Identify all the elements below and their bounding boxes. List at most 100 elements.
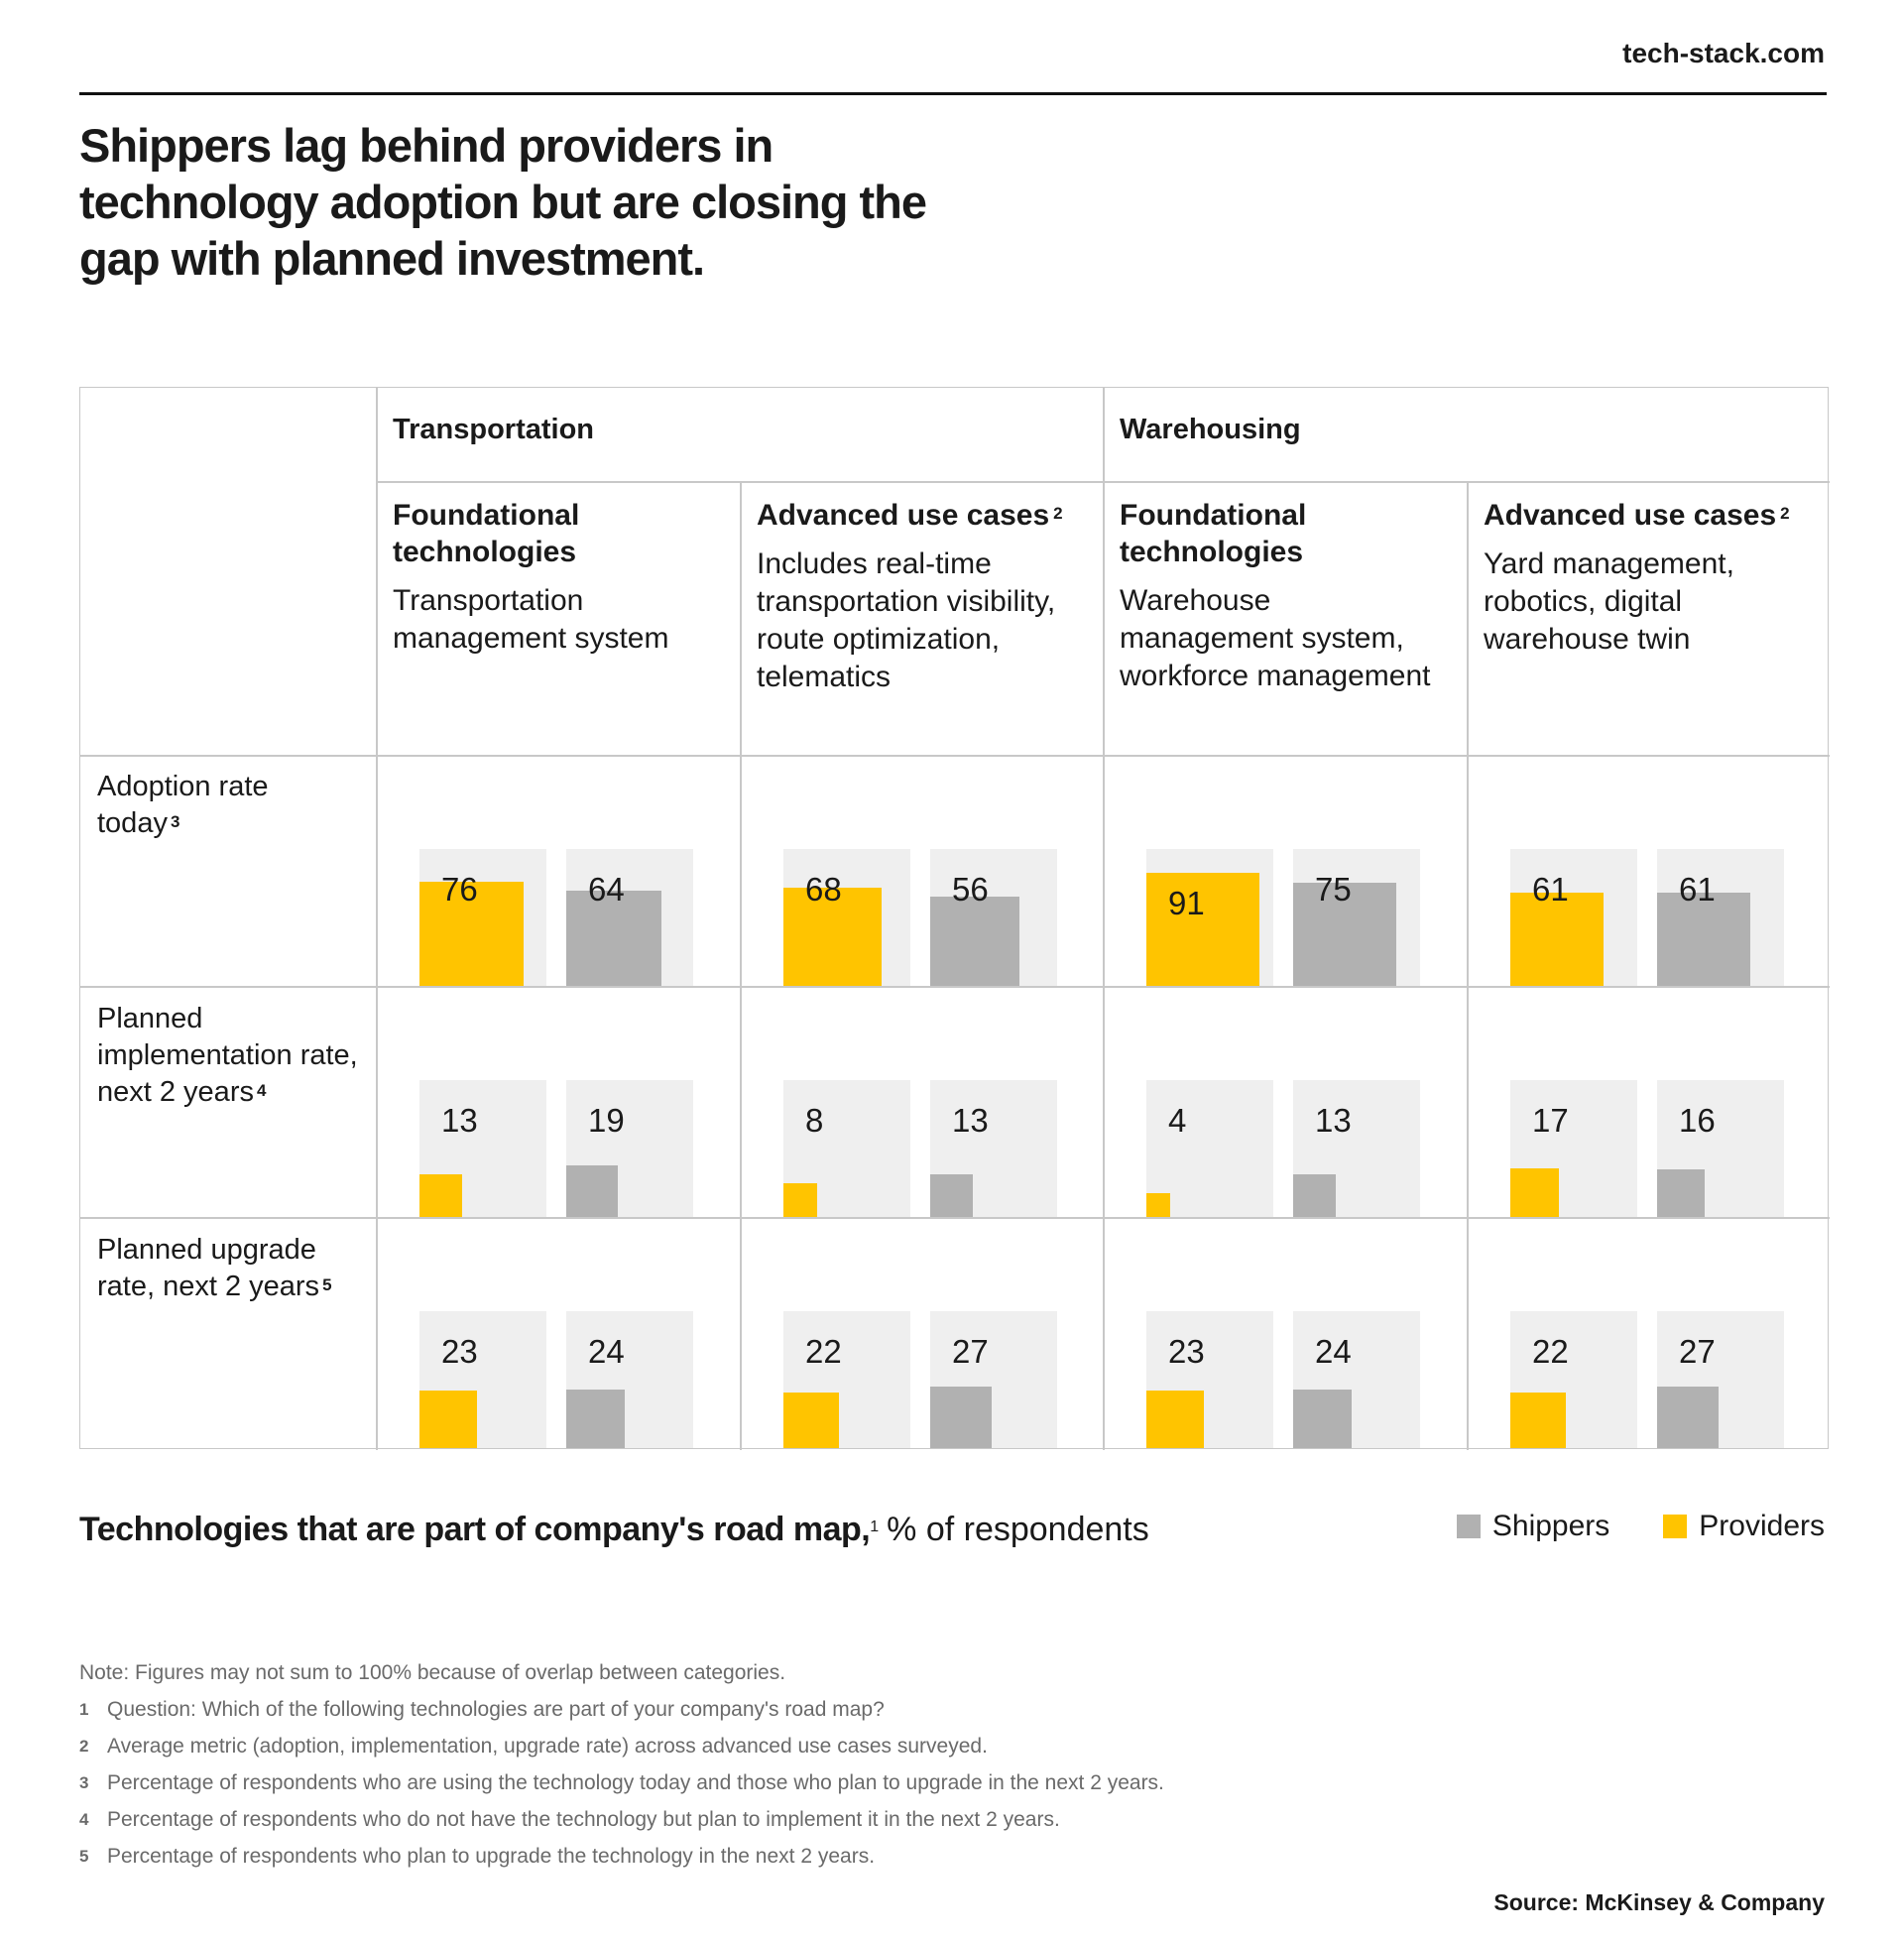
shippers-2-1-value-label: 27 — [952, 1333, 989, 1370]
providers-1-1-value-label: 8 — [805, 1102, 824, 1139]
shippers-2-3-bar — [1657, 1386, 1720, 1448]
providers-0-1-bar — [783, 888, 882, 986]
notes: Note: Figures may not sum to 100% becaus… — [79, 1654, 1567, 1875]
shippers-2-3-track: 27 — [1657, 1311, 1784, 1448]
providers-1-1-bar — [783, 1183, 817, 1217]
shippers-1-3-track: 16 — [1657, 1080, 1784, 1217]
column-description: Transportation management system — [393, 584, 669, 655]
shippers-2-1-bar — [930, 1386, 993, 1448]
column-description: Warehouse management system, workforce m… — [1120, 584, 1431, 692]
column-title: Foundational technologies — [1120, 499, 1307, 568]
providers-2-0-track: 23 — [419, 1311, 546, 1448]
grid-line — [80, 1217, 1830, 1219]
grid-line — [740, 483, 742, 1450]
providers-2-2-track: 23 — [1146, 1311, 1273, 1448]
shippers-0-2-track: 75 — [1293, 849, 1420, 986]
shippers-0-3-value-label: 61 — [1679, 871, 1716, 908]
headline: Shippers lag behind providers in technol… — [79, 119, 927, 285]
legend-swatch-providers — [1663, 1515, 1688, 1538]
providers-2-1-value-label: 22 — [805, 1333, 842, 1370]
shippers-0-0-bar — [566, 891, 661, 986]
sector-transportation: Transportation — [393, 414, 595, 445]
providers-1-0-track: 13 — [419, 1080, 546, 1217]
providers-1-2-value-label: 4 — [1168, 1102, 1187, 1139]
top-divider — [79, 92, 1827, 95]
providers-2-0-value-label: 23 — [441, 1333, 478, 1370]
shippers-0-0-track: 64 — [566, 849, 693, 986]
footnote: 2 Average metric (adoption, implementatio… — [79, 1735, 988, 1758]
shippers-1-2-bar — [1293, 1173, 1337, 1217]
providers-0-0-bar — [419, 882, 524, 986]
shippers-2-3-value-label: 27 — [1679, 1333, 1716, 1370]
providers-0-3-bar — [1510, 893, 1604, 986]
grid-line — [1103, 388, 1105, 1450]
providers-2-1-bar — [783, 1392, 840, 1448]
shippers-2-1-track: 27 — [930, 1311, 1057, 1448]
shippers-1-0-track: 19 — [566, 1080, 693, 1217]
row-label-adoption: Adoption rate today 3 — [97, 771, 269, 839]
shippers-1-1-value-label: 13 — [952, 1102, 989, 1139]
legend-swatch-shippers — [1456, 1515, 1481, 1538]
providers-0-1-value-label: 68 — [805, 871, 842, 908]
shippers-1-1-track: 13 — [930, 1080, 1057, 1217]
shippers-1-3-value-label: 16 — [1679, 1102, 1716, 1139]
footnote-marker: 2 — [1780, 504, 1790, 523]
shippers-1-0-bar — [566, 1164, 619, 1217]
shippers-0-3-bar — [1657, 893, 1750, 986]
column-description: Yard management, robotics, digital wareh… — [1484, 547, 1734, 656]
providers-1-0-bar — [419, 1173, 463, 1217]
column-header-transport-advanced: Advanced use cases 2 Includes real-time t… — [757, 497, 1084, 696]
providers-2-1-track: 22 — [783, 1311, 910, 1448]
providers-0-2-value-label: 91 — [1168, 884, 1205, 921]
providers-2-3-track: 22 — [1510, 1311, 1637, 1448]
providers-1-2-track: 4 — [1146, 1080, 1273, 1217]
footnote-marker: 2 — [1053, 504, 1063, 523]
footnote-marker: 5 — [322, 1275, 332, 1294]
footnote-marker: 3 — [170, 812, 180, 831]
legend-item-shippers: Shippers — [1456, 1510, 1610, 1543]
site-name: tech-stack.com — [1622, 38, 1825, 68]
footnote: 4 Percentage of respondents who do not ha… — [79, 1808, 1060, 1831]
shippers-0-1-bar — [930, 897, 1019, 986]
column-header-warehouse-foundational: Foundational technologies Warehouse mana… — [1120, 497, 1447, 695]
shippers-2-2-track: 24 — [1293, 1311, 1420, 1448]
column-title: Advanced use cases 2 — [1484, 499, 1790, 532]
footnote-marker: 1 — [870, 1518, 880, 1535]
providers-0-3-track: 61 — [1510, 849, 1637, 986]
legend-label: Shippers — [1491, 1510, 1610, 1542]
shippers-2-2-value-label: 24 — [1315, 1333, 1352, 1370]
providers-2-3-bar — [1510, 1392, 1567, 1448]
shippers-1-1-bar — [930, 1173, 974, 1217]
shippers-2-0-track: 24 — [566, 1311, 693, 1448]
shippers-2-0-bar — [566, 1390, 625, 1448]
shippers-0-1-value-label: 56 — [952, 871, 989, 908]
providers-1-1-track: 8 — [783, 1080, 910, 1217]
footnote-marker: 4 — [256, 1081, 267, 1100]
grid-line — [1467, 483, 1469, 1450]
source: Source: McKinsey & Company — [1493, 1889, 1825, 1915]
shippers-1-0-value-label: 19 — [588, 1102, 625, 1139]
providers-1-2-bar — [1146, 1193, 1170, 1217]
providers-1-3-track: 17 — [1510, 1080, 1637, 1217]
providers-0-2-bar — [1146, 872, 1260, 986]
shippers-1-2-track: 13 — [1293, 1080, 1420, 1217]
row-label-upgrade: Planned upgrade rate, next 2 years 5 — [97, 1234, 332, 1302]
footnote: 5 Percentage of respondents who plan to u… — [79, 1845, 876, 1868]
column-description: Includes real-time transportation visibi… — [757, 547, 1056, 693]
shippers-0-3-track: 61 — [1657, 849, 1784, 986]
providers-1-3-value-label: 17 — [1532, 1102, 1569, 1139]
column-title: Advanced use cases 2 — [757, 499, 1063, 532]
grid-line — [80, 755, 1830, 757]
column-header-transport-foundational: Foundational technologies Transportation… — [393, 497, 720, 658]
providers-0-3-value-label: 61 — [1532, 871, 1569, 908]
grid-line — [80, 986, 1830, 988]
chart-caption: Technologies that are part of company's … — [79, 1511, 1149, 1548]
shippers-2-2-bar — [1293, 1390, 1352, 1448]
grid-line — [376, 388, 378, 1450]
legend-label: Providers — [1699, 1510, 1825, 1542]
shippers-2-0-value-label: 24 — [588, 1333, 625, 1370]
providers-2-0-bar — [419, 1391, 477, 1448]
providers-1-0-value-label: 13 — [441, 1102, 478, 1139]
footnote: 3 Percentage of respondents who are using… — [79, 1771, 1164, 1794]
chart-grid: Transportation Warehousing Foundational … — [79, 387, 1830, 1450]
